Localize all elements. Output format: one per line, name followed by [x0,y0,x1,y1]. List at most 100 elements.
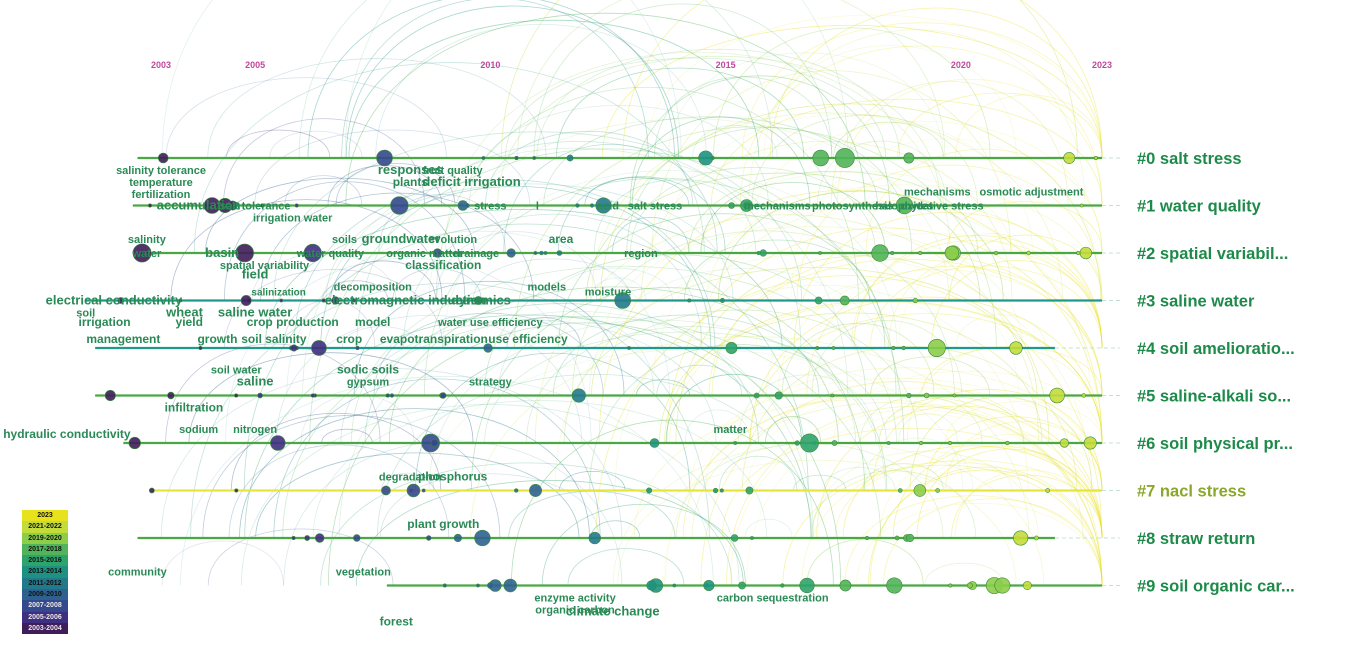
keyword-node[interactable] [355,345,360,351]
keyword-node[interactable] [865,536,869,540]
keyword-node[interactable] [556,250,563,256]
keyword-node[interactable] [886,441,891,445]
cluster-label[interactable]: #6 soil physical pr... [1137,435,1293,453]
keyword-node[interactable] [294,203,299,208]
keyword-node[interactable] [311,340,327,356]
keyword-node[interactable] [753,392,760,399]
keyword-node[interactable] [918,440,924,446]
keyword-node[interactable] [646,487,653,494]
keyword-node[interactable] [935,488,940,493]
cluster-label[interactable]: #7 nacl stress [1137,483,1246,501]
cluster-label[interactable]: #0 salt stress [1137,150,1242,168]
keyword-node[interactable] [743,201,751,210]
keyword-node[interactable] [1049,387,1065,404]
keyword-node[interactable] [774,391,783,400]
keyword-node[interactable] [966,582,973,589]
keyword-node[interactable] [575,203,580,208]
keyword-label[interactable]: salt tolerance [220,201,291,213]
keyword-label[interactable]: saline water [218,305,292,320]
keyword-node[interactable] [304,535,311,541]
keyword-node[interactable] [476,583,480,588]
keyword-node[interactable] [948,583,953,588]
keyword-node[interactable] [148,487,155,494]
keyword-node[interactable] [830,393,835,398]
keyword-label[interactable]: mechanisms [904,187,971,199]
keyword-node[interactable] [539,250,544,256]
keyword-node[interactable] [117,297,125,304]
keyword-node[interactable] [473,296,483,305]
keyword-node[interactable] [712,487,719,494]
keyword-node[interactable] [198,346,203,350]
keyword-label[interactable]: infiltration [165,401,224,415]
keyword-node[interactable] [279,298,284,303]
keyword-node[interactable] [353,534,361,542]
keyword-node[interactable] [432,248,443,258]
keyword-label[interactable]: carbon sequestration [717,593,829,605]
keyword-node[interactable] [321,298,326,303]
keyword-node[interactable] [314,533,325,543]
keyword-label[interactable]: sodic soils [337,363,399,377]
keyword-node[interactable] [589,203,595,208]
keyword-node[interactable] [901,345,906,351]
keyword-node[interactable] [157,152,169,164]
keyword-node[interactable] [649,438,660,448]
keyword-label[interactable]: community [108,567,168,579]
keyword-label[interactable]: deficit irrigation [422,174,520,189]
keyword-node[interactable] [483,343,493,353]
keyword-node[interactable] [1022,581,1032,590]
keyword-label[interactable]: strategy [469,377,513,389]
keyword-node[interactable] [571,388,586,403]
keyword-node[interactable] [756,250,761,256]
cluster-label[interactable]: #5 saline-alkali so... [1137,388,1291,406]
keyword-node[interactable] [993,250,999,256]
keyword-label[interactable]: groundwater [362,231,441,246]
keyword-label[interactable]: organic carbon [535,605,615,617]
keyword-node[interactable] [234,393,239,398]
keyword-node[interactable] [627,346,631,350]
keyword-node[interactable] [730,534,739,542]
keyword-label[interactable]: degradation [379,472,442,484]
keyword-node[interactable] [481,156,486,160]
keyword-node[interactable] [745,486,754,495]
keyword-node[interactable] [894,535,900,541]
keyword-node[interactable] [227,200,238,211]
keyword-node[interactable] [728,202,735,209]
cluster-label[interactable]: #1 water quality [1137,198,1262,216]
keyword-node[interactable] [906,392,912,399]
keyword-node[interactable] [235,243,254,263]
keyword-node[interactable] [738,581,746,590]
keyword-label[interactable]: spatial variability [220,260,310,272]
keyword-label[interactable]: irrigation water [253,213,333,225]
keyword-node[interactable] [291,535,296,541]
keyword-label[interactable]: saline [237,374,274,389]
keyword-node[interactable] [952,393,957,398]
keyword-label[interactable]: fruit quality [423,165,484,177]
keyword-node[interactable] [514,488,519,493]
keyword-node[interactable] [257,392,263,399]
keyword-label[interactable]: crop [336,332,362,346]
keyword-node[interactable] [406,483,421,498]
keyword-label[interactable]: organic matter [386,248,463,260]
keyword-label[interactable]: wheat [165,305,204,320]
keyword-node[interactable] [390,196,409,215]
keyword-node[interactable] [947,441,952,445]
keyword-node[interactable] [750,536,754,540]
keyword-label[interactable]: plants [393,175,429,189]
keyword-label[interactable]: water use efficiency [437,317,543,329]
keyword-node[interactable] [506,248,516,258]
keyword-label[interactable]: region [624,248,658,260]
keyword-label[interactable]: crop production [247,315,339,329]
keyword-label[interactable]: evapotranspiration [380,332,488,346]
keyword-label[interactable]: dynamics [451,293,511,308]
keyword-node[interactable] [944,245,960,261]
keyword-label[interactable]: classification [405,258,481,272]
keyword-node[interactable] [725,342,738,354]
keyword-node[interactable] [1013,530,1029,546]
keyword-node[interactable] [532,156,537,160]
keyword-node[interactable] [832,203,837,208]
keyword-node[interactable] [905,533,915,543]
keyword-node[interactable] [385,393,390,398]
keyword-label[interactable]: photosynthesis [812,201,893,213]
keyword-node[interactable] [595,197,612,214]
keyword-node[interactable] [1005,440,1010,446]
